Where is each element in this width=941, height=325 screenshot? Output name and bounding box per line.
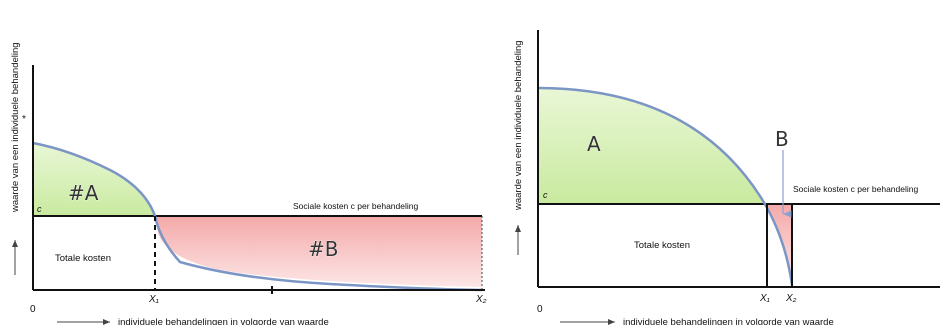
right-y-axis-label: waarde van een individuele behandeling xyxy=(513,40,524,211)
right-totale-kosten-label: Totale kosten xyxy=(634,240,690,251)
right-area-b xyxy=(765,204,792,285)
left-totale-kosten-label: Totale kosten xyxy=(55,253,111,264)
right-area-a-label: A xyxy=(587,132,601,156)
right-origin-label: 0 xyxy=(537,304,543,315)
left-origin-label: 0 xyxy=(30,304,36,315)
right-area-a xyxy=(538,88,765,204)
left-area-a xyxy=(33,143,155,216)
left-value-curve xyxy=(32,141,483,292)
left-c-label: c xyxy=(37,204,42,214)
left-x-axis-label: individuele behandelingen in volgorde va… xyxy=(118,317,329,325)
left-y-axis-label: waarde van een individuele behandeling xyxy=(10,42,21,213)
left-star-label: * xyxy=(22,114,26,125)
right-area-b-label: B xyxy=(775,127,789,151)
left-area-a-label: #A xyxy=(68,181,99,205)
right-x-axis-label: individuele behandelingen in volgorde va… xyxy=(623,317,834,325)
left-x2-label: X₂ xyxy=(475,294,487,305)
right-panel: waarde van een individuele behandeling c… xyxy=(513,30,940,325)
left-sociale-kosten-label: Sociale kosten c per behandeling xyxy=(293,201,418,211)
right-value-curve xyxy=(537,86,794,286)
left-area-b-label: #B xyxy=(308,237,338,261)
left-area-b xyxy=(155,216,482,287)
left-x1-label: X₁ xyxy=(148,294,159,305)
right-x2-label: X₂ xyxy=(785,293,797,304)
right-sociale-kosten-label: Sociale kosten c per behandeling xyxy=(793,184,918,194)
right-x1-label: X₁ xyxy=(759,293,770,304)
right-c-label: c xyxy=(543,190,548,200)
left-panel: waarde van een individuele behandeling *… xyxy=(10,42,487,325)
